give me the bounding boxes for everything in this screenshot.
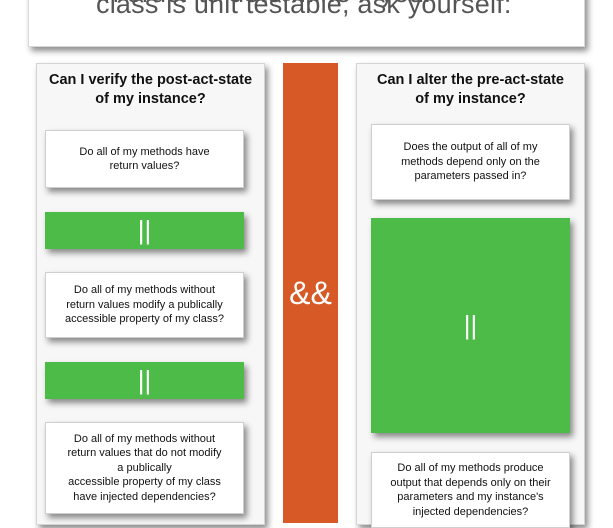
title-line-1: In order to determine if your bbox=[96, 0, 433, 9]
left-column: Can I verify the post-act-state of my in… bbox=[36, 63, 265, 525]
left-heading-line-1: Can I verify the post-act-state bbox=[48, 72, 253, 88]
left-question-1: Do all of my methods have return values? bbox=[45, 130, 244, 188]
right-heading-line-1: Can I alter the pre-act-state bbox=[377, 72, 564, 88]
and-operator-bar: && bbox=[283, 63, 338, 523]
left-question-3: Do all of my methods without return valu… bbox=[45, 422, 244, 514]
right-heading-line-2: of my instance? bbox=[415, 91, 526, 107]
title-banner: In order to determine if your class is u… bbox=[28, 0, 585, 47]
right-question-1: Does the output of all of my methods dep… bbox=[371, 124, 570, 200]
title-line-2: class is unit testable, ask yourself: bbox=[96, 0, 512, 19]
left-question-2: Do all of my methods without return valu… bbox=[45, 272, 244, 338]
left-or-1: || bbox=[45, 212, 244, 249]
right-column: Can I alter the pre-act-state of my inst… bbox=[356, 63, 585, 528]
right-question-2: Do all of my methods produce output that… bbox=[371, 452, 570, 528]
left-heading-line-2: of my instance? bbox=[95, 91, 206, 107]
left-or-2: || bbox=[45, 362, 244, 399]
left-column-heading: Can I verify the post-act-state of my in… bbox=[37, 71, 264, 109]
right-or-1: || bbox=[371, 218, 570, 433]
right-column-heading: Can I alter the pre-act-state of my inst… bbox=[357, 71, 584, 109]
